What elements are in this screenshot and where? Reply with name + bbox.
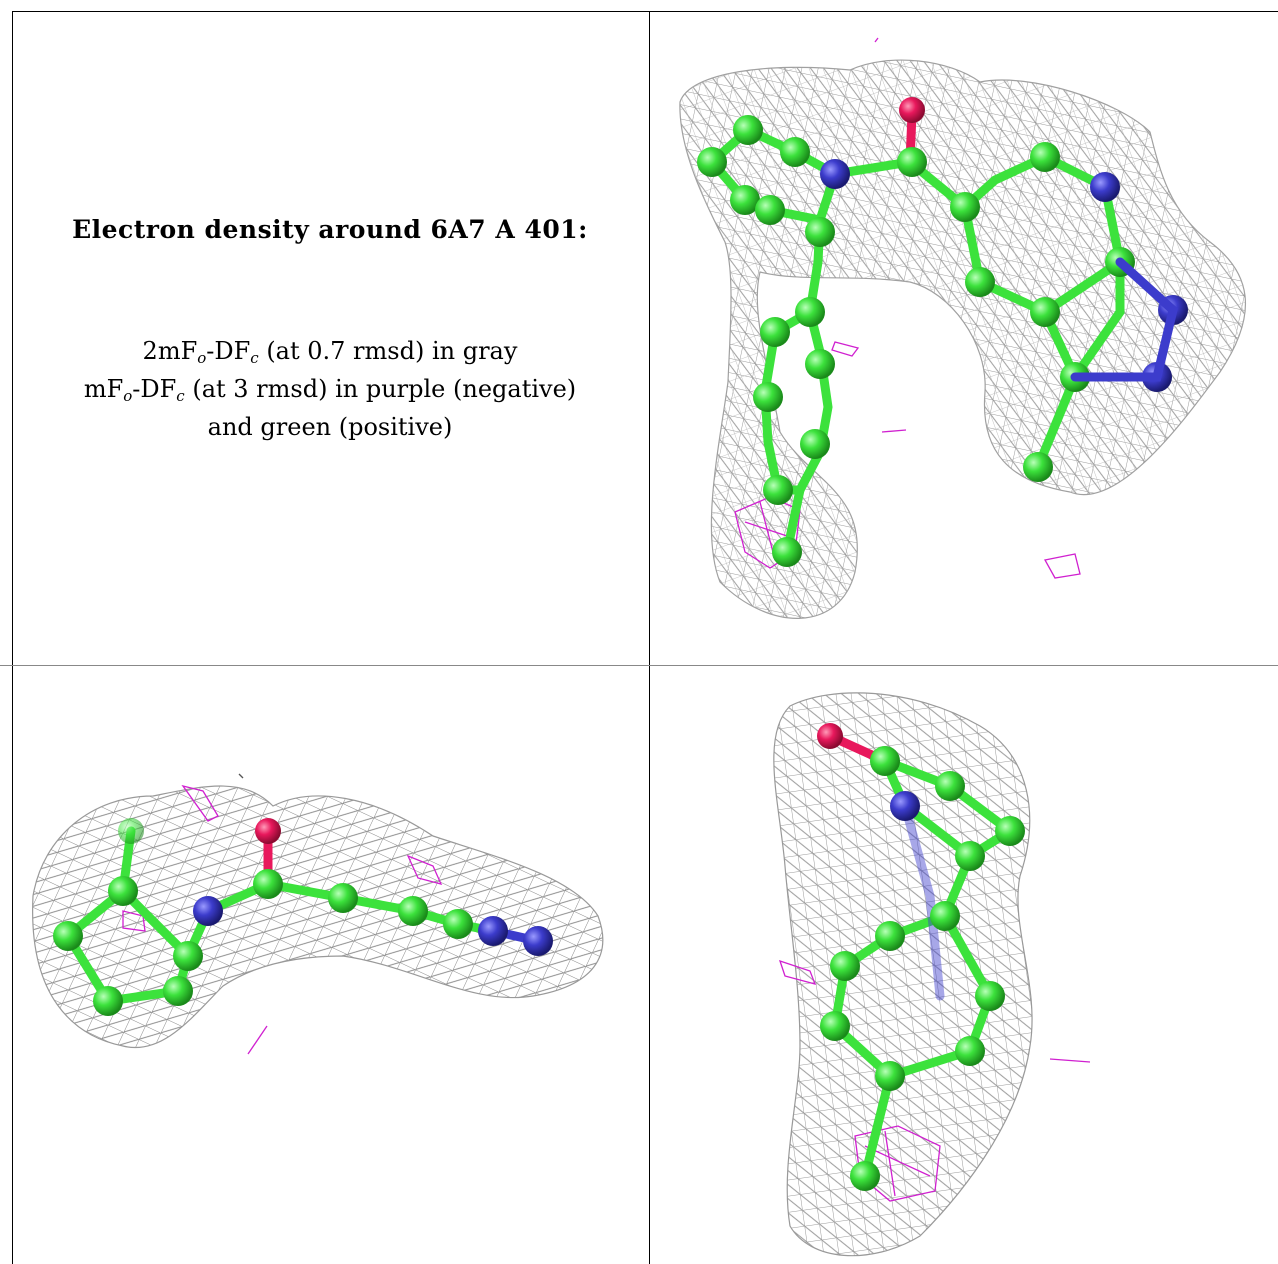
legend-line-gray: 2mFo-DFc (at 0.7 rmsd) in gray [142, 337, 518, 367]
top-border [12, 11, 1278, 12]
caption-panel: Electron density around 6A7 A 401: 2mFo-… [12, 12, 648, 664]
legend-line-green: and green (positive) [207, 413, 453, 441]
legend-line-purple: mFo-DFc (at 3 rmsd) in purple (negative) [83, 375, 577, 405]
caption-legend: 2mFo-DFc (at 0.7 rmsd) in gray mFo-DFc (… [12, 332, 648, 446]
middle-divider [0, 665, 1278, 666]
density-view-top-right [650, 12, 1278, 664]
molecule-view-2 [32, 773, 604, 1055]
atoms [53, 818, 553, 1016]
negative-density-blobs [122, 773, 443, 1055]
molecule-view-1 [679, 37, 1246, 619]
density-view-bottom-right [650, 666, 1278, 1264]
left-border [12, 11, 13, 1264]
caption-title: Electron density around 6A7 A 401: [72, 215, 588, 244]
molecule-view-3 [773, 692, 1091, 1257]
gray-density-mesh [773, 692, 1033, 1257]
atoms [697, 97, 1188, 567]
density-view-bottom-left [13, 666, 649, 1264]
atoms [817, 723, 1025, 1191]
center-divider [649, 11, 650, 1264]
